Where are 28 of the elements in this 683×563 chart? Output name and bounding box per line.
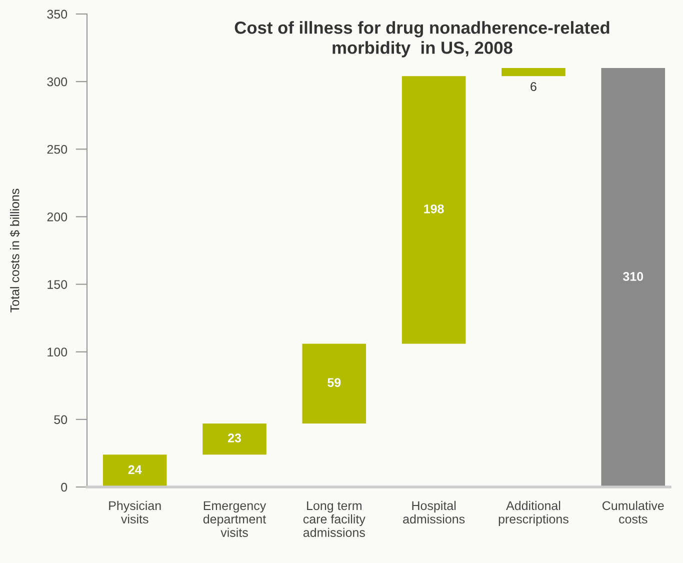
data-label: 23 <box>228 434 241 442</box>
data-label: 198 <box>424 204 444 214</box>
y-tick-label: 350 <box>47 10 68 19</box>
y-tick-label: 150 <box>48 280 68 289</box>
y-tick-label: 100 <box>48 348 68 357</box>
x-tick-label: Additional prescriptions <box>498 500 568 526</box>
bar <box>202 423 266 455</box>
y-tick-label: 50 <box>54 415 68 424</box>
y-tick-label: 0 <box>61 482 68 492</box>
bar <box>102 454 167 487</box>
x-tick-label: Hospital admissions <box>403 500 465 524</box>
y-tick-label: 250 <box>47 144 68 154</box>
text: Cost of illness for drug nonadherence-related morbidity in US, 2008 <box>234 21 610 58</box>
bar <box>402 76 466 344</box>
data-label: 59 <box>328 378 341 387</box>
x-tick-label: Emergency department visits <box>203 501 266 537</box>
data-label: 24 <box>128 465 142 474</box>
x-tick-label: Physician visits <box>109 500 161 524</box>
data-label: 310 <box>622 272 644 281</box>
bar <box>502 68 566 76</box>
y-tick-label: 200 <box>47 212 68 222</box>
y-tick-label: 300 <box>47 77 68 86</box>
x-tick-label: Cumulative costs <box>602 500 664 524</box>
data-label: 6 <box>530 82 536 92</box>
bar <box>302 344 366 424</box>
bar <box>601 68 666 487</box>
y-axis-title: Total costs in $ billions <box>10 188 20 312</box>
x-tick-label: Long term care facility admissions <box>303 501 366 537</box>
